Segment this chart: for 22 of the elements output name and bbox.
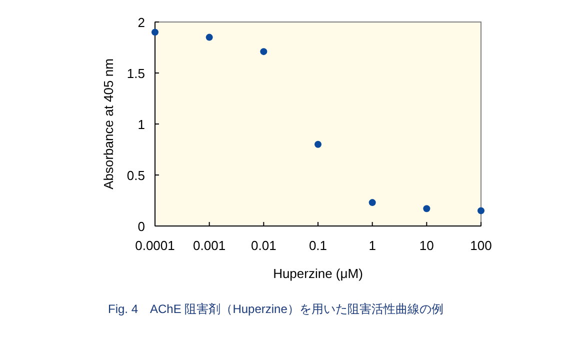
point (152, 28, 158, 36)
point (368, 199, 376, 206)
caption: Fig. 4 AChE 阻害剤（Huperzine）を用いた阻害活性曲線の例 (108, 302, 444, 316)
y-tick-label: 0 (138, 219, 145, 234)
point (206, 34, 213, 41)
y-tick-label: 2 (138, 15, 145, 30)
x-tick-label: 0.001 (193, 238, 226, 253)
x-tick-label: 1 (368, 238, 376, 253)
x-tick-label: 10 (419, 238, 434, 253)
x-axis-title: Huperzine (μM) (273, 266, 363, 281)
point (423, 205, 430, 212)
x-tick-label: 0.01 (251, 238, 276, 253)
point (478, 207, 484, 214)
x-tick-label: 0.0001 (135, 238, 175, 253)
x-tick-label: 0.1 (308, 238, 328, 253)
y-tick-label: 1 (138, 117, 145, 132)
y-tick-label: 1.5 (126, 66, 145, 81)
point (260, 48, 268, 56)
y-axis-title: Absorbance at 405 nm (101, 58, 116, 190)
y-tick-label: 0.5 (126, 168, 145, 183)
point (314, 140, 322, 148)
x-tick-label: 100 (470, 238, 492, 253)
